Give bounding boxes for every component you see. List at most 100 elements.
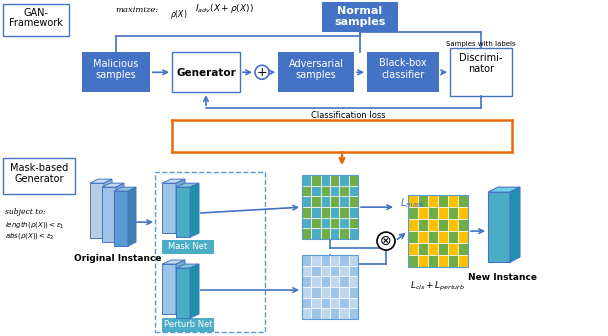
Polygon shape [488, 187, 520, 192]
Text: samples: samples [334, 17, 385, 27]
Polygon shape [162, 260, 185, 264]
Bar [330, 287, 339, 298]
Bar [348, 218, 358, 228]
Bar [311, 228, 320, 239]
Bar [330, 308, 339, 319]
Bar [348, 266, 358, 277]
Text: $\mathit{abs}(\rho(X)) < \epsilon_2$: $\mathit{abs}(\rho(X)) < \epsilon_2$ [5, 231, 55, 241]
Polygon shape [162, 179, 185, 183]
Polygon shape [104, 179, 112, 238]
Bar [408, 243, 418, 255]
Text: Discrimi-: Discrimi- [459, 53, 503, 63]
Bar [418, 219, 428, 231]
Bar [330, 197, 339, 207]
Polygon shape [114, 187, 136, 191]
Bar [162, 318, 214, 332]
Bar [428, 195, 438, 207]
Bar [320, 186, 330, 197]
Bar [408, 219, 418, 231]
Polygon shape [102, 183, 124, 187]
Bar [330, 175, 339, 186]
Bar [348, 228, 358, 239]
Bar [311, 277, 320, 287]
Text: Framework: Framework [9, 18, 63, 28]
Bar [330, 255, 339, 266]
Bar [330, 298, 339, 308]
Text: classifier: classifier [381, 70, 424, 80]
Bar [302, 207, 311, 218]
Bar [418, 243, 428, 255]
Polygon shape [102, 187, 116, 242]
Text: Normal: Normal [337, 6, 382, 16]
Bar [302, 228, 311, 239]
Text: Generator: Generator [14, 174, 64, 184]
Text: maximize:: maximize: [115, 6, 158, 14]
Bar [330, 207, 339, 218]
Text: $\rho(X)$: $\rho(X)$ [170, 8, 187, 21]
Bar [339, 298, 348, 308]
Bar [311, 207, 320, 218]
Bar [311, 218, 320, 228]
Polygon shape [116, 183, 124, 242]
Text: Generator: Generator [176, 68, 236, 78]
Bar [320, 266, 330, 277]
Text: $L_{cls}+L_{perturb}$: $L_{cls}+L_{perturb}$ [410, 280, 466, 293]
Bar [448, 195, 458, 207]
Bar [438, 255, 448, 267]
Polygon shape [176, 187, 190, 237]
Bar [302, 277, 311, 287]
Bar [428, 219, 438, 231]
Bar [320, 228, 330, 239]
Polygon shape [190, 183, 199, 237]
Bar [311, 266, 320, 277]
Bar [162, 240, 214, 254]
Bar [311, 186, 320, 197]
Bar [302, 186, 311, 197]
Text: Original Instance: Original Instance [74, 254, 162, 262]
Polygon shape [488, 192, 510, 262]
Polygon shape [176, 260, 185, 314]
Bar [330, 218, 339, 228]
Text: Malicious: Malicious [93, 59, 139, 69]
Text: $I_{adv}(X+\rho(X))$: $I_{adv}(X+\rho(X))$ [195, 2, 254, 15]
Bar [302, 255, 358, 319]
Bar [302, 197, 311, 207]
Bar [408, 195, 418, 207]
Bar [428, 243, 438, 255]
Bar [311, 175, 320, 186]
Circle shape [377, 232, 395, 250]
Polygon shape [162, 264, 176, 314]
Polygon shape [176, 268, 190, 318]
Bar [320, 218, 330, 228]
Text: Samples with labels: Samples with labels [446, 41, 516, 47]
Bar [348, 287, 358, 298]
Text: +: + [257, 66, 268, 79]
Text: New Instance: New Instance [468, 272, 536, 282]
Bar [320, 287, 330, 298]
Bar [348, 197, 358, 207]
Polygon shape [114, 191, 128, 246]
Polygon shape [176, 264, 199, 268]
Bar [320, 308, 330, 319]
Bar [348, 186, 358, 197]
Bar [339, 207, 348, 218]
Bar [448, 243, 458, 255]
Polygon shape [176, 183, 199, 187]
Polygon shape [176, 179, 185, 233]
Bar [418, 231, 428, 243]
Bar [348, 308, 358, 319]
Text: samples: samples [295, 70, 336, 80]
Bar [302, 308, 311, 319]
Bar [418, 195, 428, 207]
Polygon shape [128, 187, 136, 246]
Bar [348, 277, 358, 287]
Text: Mask Net: Mask Net [168, 242, 207, 251]
Text: subject to:: subject to: [5, 208, 46, 216]
Bar [418, 207, 428, 219]
Bar [302, 175, 311, 186]
Bar [438, 243, 448, 255]
Bar [458, 207, 468, 219]
Bar [311, 287, 320, 298]
Bar [155, 172, 265, 332]
Bar [408, 195, 468, 267]
